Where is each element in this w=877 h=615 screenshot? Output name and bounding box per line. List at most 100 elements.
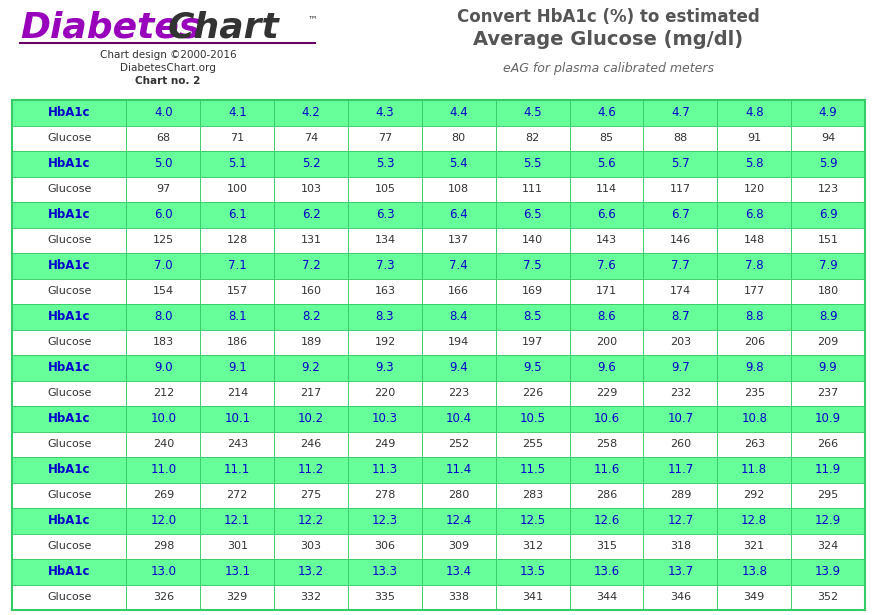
Text: HbA1c: HbA1c [48,106,90,119]
Bar [200,559,275,584]
Bar [422,228,496,253]
Bar [791,457,865,483]
Bar [422,125,496,151]
Text: 10.8: 10.8 [741,412,767,425]
Text: 321: 321 [744,541,765,551]
Text: Glucose: Glucose [47,439,91,449]
Text: 105: 105 [374,184,396,194]
Bar [422,483,496,508]
Text: 97: 97 [156,184,170,194]
Text: 5.6: 5.6 [597,157,616,170]
Text: HbA1c: HbA1c [48,157,90,170]
Bar [200,355,275,381]
Bar [644,125,717,151]
Bar [275,151,348,177]
Text: 13.5: 13.5 [520,565,545,578]
Bar [791,177,865,202]
Bar [422,381,496,406]
Bar [791,533,865,559]
Text: 223: 223 [448,388,469,399]
Text: 13.6: 13.6 [594,565,619,578]
Text: 8.3: 8.3 [375,310,394,323]
Text: Chart: Chart [168,10,280,44]
Bar [12,304,126,330]
Text: 292: 292 [744,490,765,500]
Bar [569,533,644,559]
Text: 10.1: 10.1 [225,412,250,425]
Bar [569,457,644,483]
Bar [348,100,422,125]
Bar [644,151,717,177]
Bar [496,533,569,559]
Text: 298: 298 [153,541,175,551]
Bar [200,406,275,432]
Bar [569,100,644,125]
Bar [275,381,348,406]
Text: 258: 258 [595,439,617,449]
Text: 13.2: 13.2 [298,565,324,578]
Text: 11.0: 11.0 [150,463,176,476]
Text: 11.8: 11.8 [741,463,767,476]
Bar [275,125,348,151]
Bar [275,508,348,533]
Bar [12,125,126,151]
Bar [275,228,348,253]
Bar [126,457,200,483]
Bar [348,508,422,533]
Text: 13.4: 13.4 [446,565,472,578]
Bar [791,381,865,406]
Text: 183: 183 [153,337,174,347]
Text: 9.7: 9.7 [671,361,689,375]
Bar [644,584,717,610]
Text: 186: 186 [226,337,248,347]
Bar [126,279,200,304]
Text: 5.0: 5.0 [154,157,173,170]
Text: 5.7: 5.7 [671,157,689,170]
Text: 6.2: 6.2 [302,208,320,221]
Text: HbA1c: HbA1c [48,208,90,221]
Bar [717,151,791,177]
Bar [126,253,200,279]
Text: 335: 335 [374,592,396,602]
Bar [644,253,717,279]
Text: 5.3: 5.3 [375,157,394,170]
Text: 71: 71 [230,133,245,143]
Bar [348,559,422,584]
Text: 174: 174 [670,286,691,296]
Text: Diabetes: Diabetes [20,10,200,44]
Bar [12,202,126,228]
Bar [496,304,569,330]
Text: 263: 263 [744,439,765,449]
Text: Convert HbA1c (%) to estimated: Convert HbA1c (%) to estimated [457,8,759,26]
Bar [717,483,791,508]
Bar [791,559,865,584]
Text: 80: 80 [452,133,466,143]
Text: 341: 341 [522,592,543,602]
Bar [644,559,717,584]
Text: 309: 309 [448,541,469,551]
Text: 10.9: 10.9 [815,412,841,425]
Bar [12,584,126,610]
Text: 13.8: 13.8 [741,565,767,578]
Bar [275,202,348,228]
Text: 146: 146 [670,236,691,245]
Text: 6.0: 6.0 [154,208,173,221]
Bar [275,432,348,457]
Text: Glucose: Glucose [47,388,91,399]
Text: 8.1: 8.1 [228,310,246,323]
Bar [569,559,644,584]
Text: 157: 157 [226,286,248,296]
Bar [569,406,644,432]
Text: 12.4: 12.4 [446,514,472,527]
Text: 272: 272 [226,490,248,500]
Bar [200,125,275,151]
Text: 269: 269 [153,490,174,500]
Text: 13.0: 13.0 [150,565,176,578]
Bar [126,304,200,330]
Bar [791,406,865,432]
Bar [348,355,422,381]
Text: 306: 306 [374,541,396,551]
Text: 229: 229 [595,388,617,399]
Bar [496,253,569,279]
Bar [200,432,275,457]
